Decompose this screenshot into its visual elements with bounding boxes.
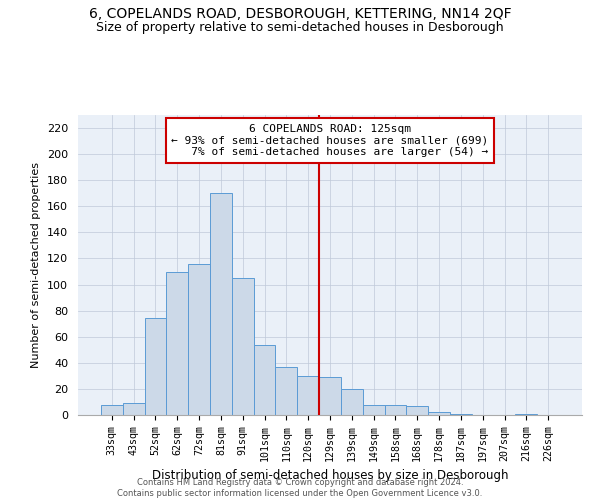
Bar: [297, 376, 319, 415]
Bar: [101, 404, 123, 415]
Bar: [450, 414, 472, 415]
Text: Contains HM Land Registry data © Crown copyright and database right 2024.
Contai: Contains HM Land Registry data © Crown c…: [118, 478, 482, 498]
Bar: [254, 344, 275, 415]
Text: Size of property relative to semi-detached houses in Desborough: Size of property relative to semi-detach…: [96, 21, 504, 34]
Bar: [232, 278, 254, 415]
Bar: [166, 272, 188, 415]
Text: 6, COPELANDS ROAD, DESBOROUGH, KETTERING, NN14 2QF: 6, COPELANDS ROAD, DESBOROUGH, KETTERING…: [89, 8, 511, 22]
Bar: [385, 404, 406, 415]
Bar: [515, 414, 537, 415]
Bar: [428, 412, 450, 415]
Bar: [210, 194, 232, 415]
Bar: [406, 406, 428, 415]
Bar: [341, 389, 363, 415]
Bar: [275, 366, 297, 415]
Bar: [319, 377, 341, 415]
Bar: [123, 404, 145, 415]
Bar: [363, 404, 385, 415]
Bar: [188, 264, 210, 415]
Y-axis label: Number of semi-detached properties: Number of semi-detached properties: [31, 162, 41, 368]
Bar: [145, 318, 166, 415]
X-axis label: Distribution of semi-detached houses by size in Desborough: Distribution of semi-detached houses by …: [152, 469, 508, 482]
Text: 6 COPELANDS ROAD: 125sqm
← 93% of semi-detached houses are smaller (699)
   7% o: 6 COPELANDS ROAD: 125sqm ← 93% of semi-d…: [172, 124, 488, 157]
